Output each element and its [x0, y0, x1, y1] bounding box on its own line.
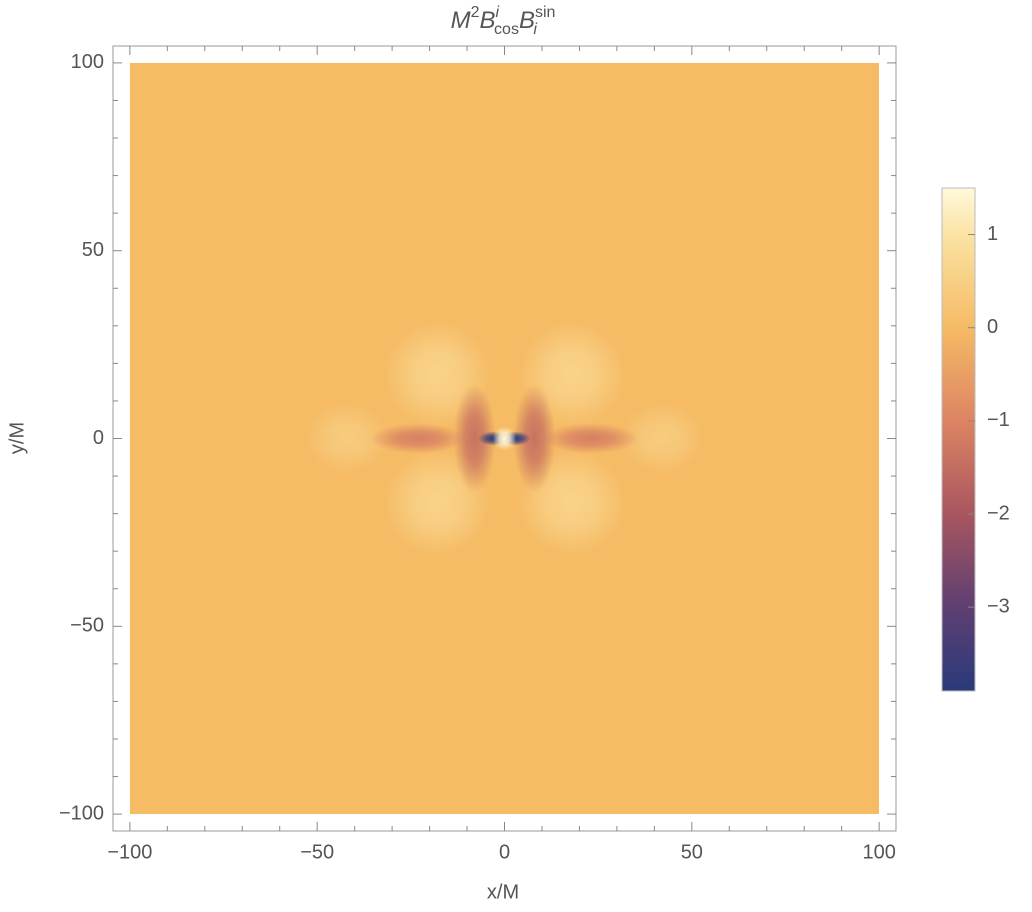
x-tick-label: 0	[499, 841, 510, 863]
y-tick-label: 0	[93, 427, 104, 449]
colorbar-tick-label: −1	[987, 409, 1010, 431]
y-tick-label: −50	[70, 615, 104, 637]
title-part: cos	[494, 21, 519, 38]
title-part: 2	[471, 4, 480, 21]
title-part: i	[495, 4, 499, 21]
field-feature	[453, 384, 496, 493]
chart-title: M2Bi cosBsin i	[451, 4, 556, 38]
field-feature	[370, 423, 467, 454]
x-axis-label: x/M	[487, 881, 519, 903]
x-tick-label: −100	[107, 841, 152, 863]
title-part: B	[519, 7, 535, 34]
colorbar-tick-label: −2	[987, 502, 1010, 524]
field-feature	[619, 402, 704, 475]
title-part: B	[479, 7, 495, 34]
field-feature	[305, 402, 390, 475]
x-tick-label: 50	[681, 841, 703, 863]
title-part: sin	[535, 4, 555, 21]
y-tick-label: 100	[71, 51, 104, 73]
field-feature	[513, 384, 556, 493]
field-feature	[492, 426, 517, 451]
title-part: i	[533, 21, 537, 38]
x-tick-label: −50	[300, 841, 334, 863]
colorbar-tick-label: −3	[987, 595, 1010, 617]
colorbar-tick-label: 1	[987, 223, 998, 245]
field-feature	[542, 423, 639, 454]
colorbar-tick-label: 0	[987, 316, 998, 338]
field	[129, 62, 880, 815]
y-tick-label: 50	[82, 239, 104, 261]
colorbar	[941, 187, 976, 692]
title-part: M	[451, 7, 471, 34]
y-tick-label: −100	[59, 802, 104, 824]
y-axis-label: y/M	[6, 422, 28, 454]
x-tick-label: 100	[862, 841, 895, 863]
